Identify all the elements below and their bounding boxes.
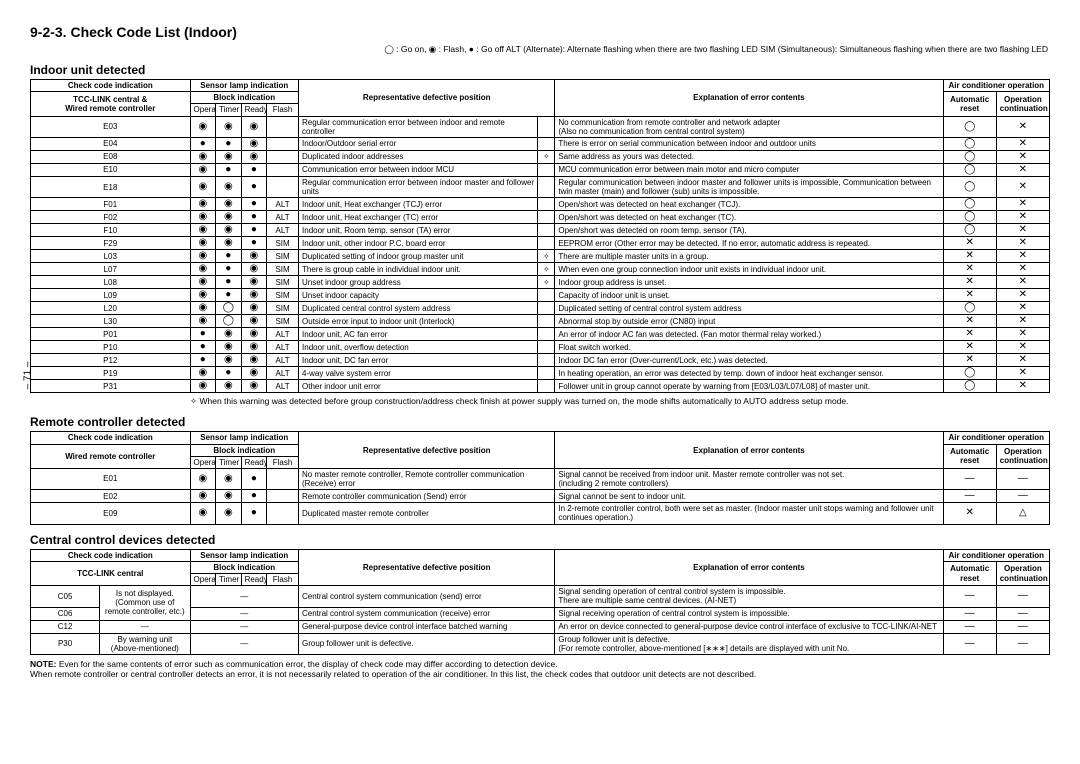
table-row: E08◉◉◉Duplicated indoor addresses✧Same a… [31,150,1050,163]
table-row: L20◉◯◉SIMDuplicated central control syst… [31,302,1050,315]
table-row: P01●◉◉ALTIndoor unit, AC fan errorAn err… [31,328,1050,341]
indoor-heading: Indoor unit detected [30,63,1050,77]
table-row: L07◉●◉SIMThere is group cable in individ… [31,263,1050,276]
table-row: E03◉◉◉Regular communication error betwee… [31,116,1050,137]
table-row: E01◉◉●No master remote controller, Remot… [31,468,1050,489]
table-row: L09◉●◉SIMUnset indoor capacityCapacity o… [31,289,1050,302]
indoor-table: Check code indication Sensor lamp indica… [30,79,1050,393]
table-row: C12——General-purpose device control inte… [31,620,1050,633]
table-row: L30◉◯◉SIMOutside error input to indoor u… [31,315,1050,328]
table-row: P19◉●◉ALT4-way valve system errorIn heat… [31,367,1050,380]
central-table: Check code indication Sensor lamp indica… [30,549,1050,655]
legend: ◯ : Go on, ◉ : Flash, ● : Go off ALT (Al… [30,44,1050,55]
table-row: E09◉◉●Duplicated master remote controlle… [31,503,1050,524]
remote-table: Check code indication Sensor lamp indica… [30,431,1050,524]
table-row: F02◉◉●ALTIndoor unit, Heat exchanger (TC… [31,211,1050,224]
central-heading: Central control devices detected [30,533,1050,547]
table-row: F01◉◉●ALTIndoor unit, Heat exchanger (TC… [31,198,1050,211]
indoor-footnote: ✧ When this warning was detected before … [30,396,1050,407]
table-row: L08◉●◉SIMUnset indoor group address✧Indo… [31,276,1050,289]
section-title: 9-2-3. Check Code List (Indoor) [30,24,1050,40]
table-row: P31◉◉◉ALTOther indoor unit errorFollower… [31,380,1050,393]
table-row: P10●◉◉ALTIndoor unit, overflow detection… [31,341,1050,354]
table-row: F10◉◉●ALTIndoor unit, Room temp. sensor … [31,224,1050,237]
table-row: E02◉◉●Remote controller communication (S… [31,490,1050,503]
note: NOTE: Even for the same contents of erro… [30,659,1050,679]
table-row: P12●◉◉ALTIndoor unit, DC fan errorIndoor… [31,354,1050,367]
table-row: F29◉◉●SIMIndoor unit, other indoor P.C. … [31,237,1050,250]
table-row: P30By warning unit (Above-mentioned)—Gro… [31,633,1050,654]
remote-heading: Remote controller detected [30,415,1050,429]
table-row: L03◉●◉SIMDuplicated setting of indoor gr… [31,250,1050,263]
page-number: – 71 – [22,362,33,390]
table-row: E10◉●●Communication error between indoor… [31,163,1050,176]
table-row: E18◉◉●Regular communication error betwee… [31,176,1050,197]
table-row: C05Is not displayed. (Common use of remo… [31,586,1050,607]
table-header: Check code indication Sensor lamp indica… [31,80,1050,117]
table-row: E04●●◉Indoor/Outdoor serial errorThere i… [31,137,1050,150]
